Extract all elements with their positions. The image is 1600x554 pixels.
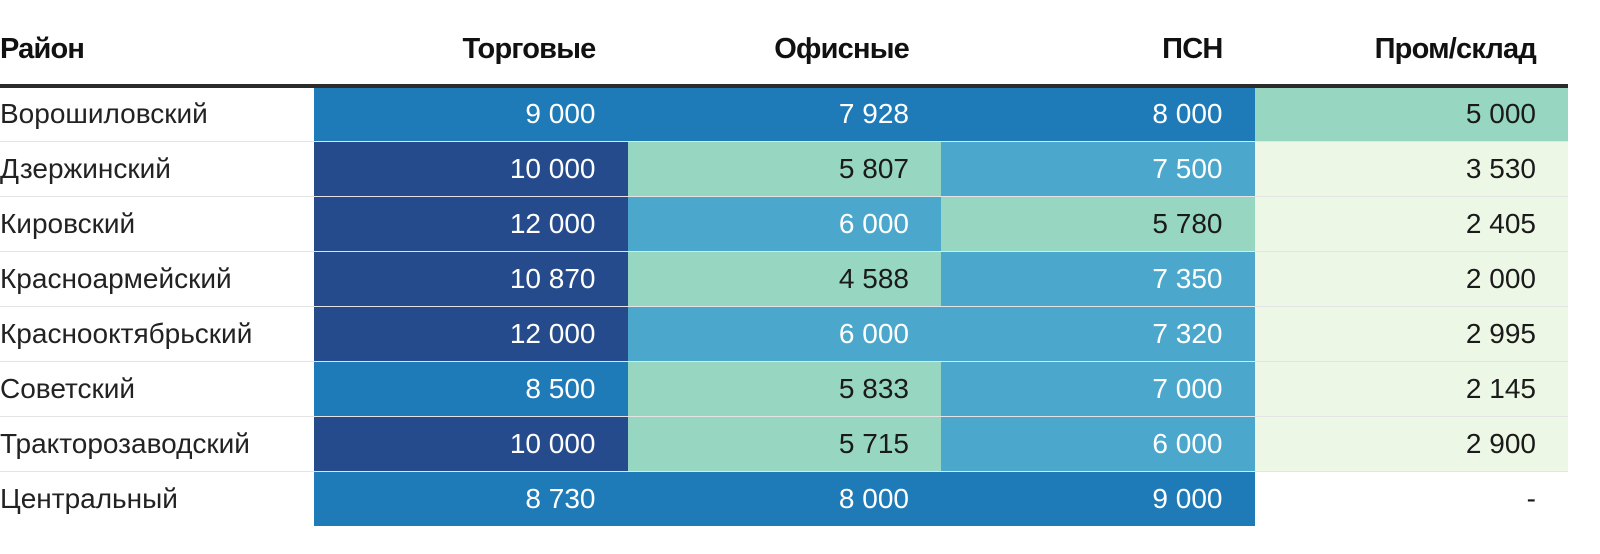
heatmap-cell-office: 7 928 <box>627 86 941 142</box>
table-row: Краснооктябрьский 12 000 6 000 7 320 2 995 <box>0 306 1568 362</box>
heatmap-cell-psn: 7 500 <box>941 141 1255 197</box>
heatmap-cell-industrial-warehouse: 2 900 <box>1254 416 1568 472</box>
heatmap-cell-industrial-warehouse: 2 995 <box>1254 306 1568 362</box>
table-header: Район Торговые Офисные ПСН Пром/склад <box>0 0 1568 88</box>
district-name-cell: Кировский <box>0 196 314 252</box>
district-name-cell: Советский <box>0 361 314 417</box>
table-body: Ворошиловский 9 000 7 928 8 000 5 000 Дзержин… <box>0 86 1568 526</box>
district-name-cell: Краснооктябрьский <box>0 306 314 362</box>
heatmap-cell-office: 5 715 <box>627 416 941 472</box>
heatmap-cell-industrial-warehouse: 3 530 <box>1254 141 1568 197</box>
header-retail: Торговые <box>314 0 628 88</box>
header-office: Офисные <box>627 0 941 88</box>
heatmap-cell-industrial-warehouse: 2 405 <box>1254 196 1568 252</box>
district-name-cell: Ворошиловский <box>0 86 314 142</box>
header-row: Район Торговые Офисные ПСН Пром/склад <box>0 0 1568 88</box>
header-industrial-warehouse: Пром/склад <box>1254 0 1568 88</box>
heatmap-cell-retail: 8 500 <box>314 361 628 417</box>
heatmap-cell-office: 5 807 <box>627 141 941 197</box>
table-row: Тракторозаводский 10 000 5 715 6 000 2 900 <box>0 416 1568 472</box>
table-row: Центральный 8 730 8 000 9 000- <box>0 471 1568 526</box>
heatmap-table-container: Район Торговые Офисные ПСН Пром/склад Во… <box>0 0 1568 526</box>
district-name-cell: Центральный <box>0 471 314 526</box>
heatmap-cell-office: 6 000 <box>627 306 941 362</box>
heatmap-cell-office: 5 833 <box>627 361 941 417</box>
table-row: Кировский 12 000 6 000 5 780 2 405 <box>0 196 1568 252</box>
table-row: Дзержинский 10 000 5 807 7 500 3 530 <box>0 141 1568 197</box>
heatmap-cell-psn: 5 780 <box>941 196 1255 252</box>
district-name-cell: Тракторозаводский <box>0 416 314 472</box>
heatmap-cell-psn: 8 000 <box>941 86 1255 142</box>
heatmap-cell-retail: 10 000 <box>314 141 628 197</box>
rent-rate-table: Район Торговые Офисные ПСН Пром/склад Во… <box>0 0 1568 526</box>
heatmap-cell-industrial-warehouse: - <box>1254 471 1568 526</box>
heatmap-cell-psn: 9 000 <box>941 471 1255 526</box>
heatmap-cell-retail: 10 870 <box>314 251 628 307</box>
heatmap-cell-office: 8 000 <box>627 471 941 526</box>
district-name-cell: Дзержинский <box>0 141 314 197</box>
heatmap-cell-retail: 8 730 <box>314 471 628 526</box>
district-name-cell: Красноармейский <box>0 251 314 307</box>
heatmap-cell-office: 6 000 <box>627 196 941 252</box>
table-row: Красноармейский 10 870 4 588 7 350 2 000 <box>0 251 1568 307</box>
heatmap-cell-psn: 7 320 <box>941 306 1255 362</box>
heatmap-cell-industrial-warehouse: 5 000 <box>1254 86 1568 142</box>
heatmap-cell-industrial-warehouse: 2 145 <box>1254 361 1568 417</box>
header-district: Район <box>0 0 314 88</box>
heatmap-cell-psn: 7 350 <box>941 251 1255 307</box>
heatmap-cell-industrial-warehouse: 2 000 <box>1254 251 1568 307</box>
heatmap-cell-office: 4 588 <box>627 251 941 307</box>
heatmap-cell-psn: 7 000 <box>941 361 1255 417</box>
heatmap-cell-retail: 9 000 <box>314 86 628 142</box>
header-psn: ПСН <box>941 0 1255 88</box>
heatmap-cell-psn: 6 000 <box>941 416 1255 472</box>
heatmap-cell-retail: 10 000 <box>314 416 628 472</box>
heatmap-cell-retail: 12 000 <box>314 196 628 252</box>
heatmap-cell-retail: 12 000 <box>314 306 628 362</box>
table-row: Советский 8 500 5 833 7 000 2 145 <box>0 361 1568 417</box>
table-row: Ворошиловский 9 000 7 928 8 000 5 000 <box>0 86 1568 142</box>
